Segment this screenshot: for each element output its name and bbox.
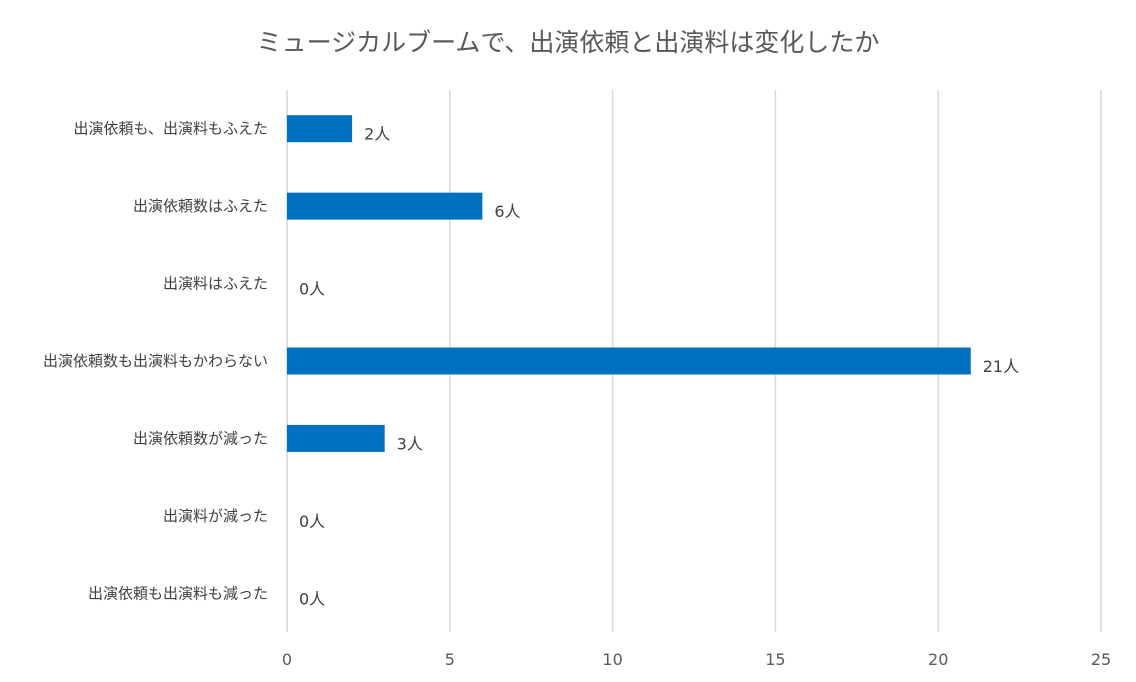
x-tick-label: 0: [282, 650, 292, 669]
bar: [287, 192, 483, 220]
category-labels: 出演依頼も、出演料もふえた出演依頼数はふえた出演料はふえた出演依頼数も出演料もか…: [43, 120, 268, 603]
category-label: 出演依頼数が減った: [133, 429, 268, 447]
x-axis-tick-labels: 0 5 10 15 20 25: [282, 650, 1111, 669]
data-label: 0人: [299, 589, 325, 608]
category-label: 出演依頼も出演料も減った: [88, 584, 268, 602]
x-tick-label: 15: [765, 650, 785, 669]
category-label: 出演依頼も、出演料もふえた: [73, 120, 268, 138]
category-label: 出演料が減った: [163, 507, 268, 525]
x-tick-label: 25: [1091, 650, 1111, 669]
data-label: 6人: [494, 202, 520, 221]
x-tick-label: 20: [928, 650, 948, 669]
data-label: 21人: [983, 357, 1019, 376]
x-tick-label: 10: [602, 650, 622, 669]
bar: [287, 115, 353, 143]
category-label: 出演依頼数も出演料もかわらない: [43, 352, 268, 370]
data-labels: 2人 6人 0人 21人 3人 0人 0人: [299, 125, 1019, 609]
data-label: 3人: [397, 434, 423, 453]
x-tick-label: 5: [445, 650, 455, 669]
bars: [287, 115, 971, 452]
bar: [287, 347, 971, 375]
data-label: 0人: [299, 512, 325, 531]
category-label: 出演依頼数はふえた: [133, 197, 268, 215]
data-label: 0人: [299, 280, 325, 299]
chart-title: ミュージカルブームで、出演依頼と出演料は変化したか: [257, 28, 880, 57]
category-label: 出演料はふえた: [163, 275, 268, 293]
data-label: 2人: [364, 125, 390, 144]
bar: [287, 424, 385, 452]
